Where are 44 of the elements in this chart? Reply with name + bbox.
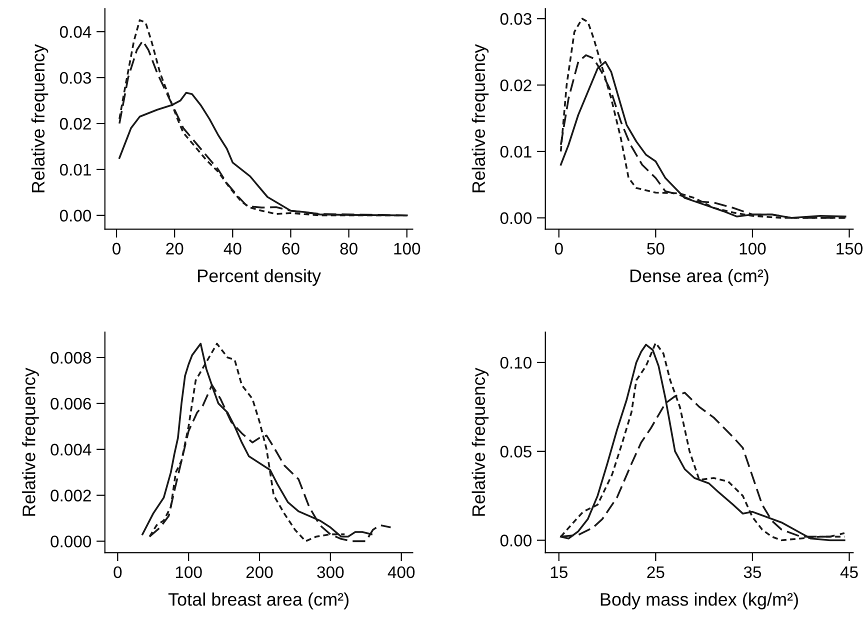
x-tick-label: 20 bbox=[166, 242, 184, 255]
y-axis-title: Relative frequency bbox=[22, 368, 39, 516]
x-tick-label: 80 bbox=[340, 242, 358, 255]
y-tick-label: 0.00 bbox=[60, 210, 92, 222]
y-tick-label: 0.000 bbox=[50, 536, 92, 548]
x-axis-title: Total breast area (cm²) bbox=[168, 592, 348, 610]
x-tick-label: 400 bbox=[388, 566, 415, 578]
y-tick-label: 0.02 bbox=[60, 118, 91, 130]
y-tick-label: 0.004 bbox=[50, 444, 92, 456]
x-tick-label: 0 bbox=[112, 242, 121, 255]
x-tick-label: 100 bbox=[176, 566, 202, 578]
x-tick-label: 25 bbox=[647, 566, 664, 578]
y-tick-label: 0.05 bbox=[500, 446, 532, 458]
x-tick-label: 100 bbox=[740, 242, 766, 255]
y-tick-label: 0.00 bbox=[500, 212, 532, 224]
y-axis-title: Relative frequency bbox=[472, 368, 489, 516]
y-tick-label: 0.04 bbox=[60, 26, 92, 38]
x-tick-label: 150 bbox=[836, 242, 863, 255]
x-tick-label: 45 bbox=[840, 566, 858, 578]
y-tick-label: 0.006 bbox=[50, 398, 91, 410]
x-tick-label: 200 bbox=[246, 566, 273, 578]
y-tick-label: 0.008 bbox=[50, 352, 91, 364]
x-tick-label: 35 bbox=[744, 566, 762, 578]
y-tick-label: 0.03 bbox=[500, 13, 532, 25]
y-axis-title: Relative frequency bbox=[472, 44, 489, 192]
x-axis-title: Body mass index (kg/m²) bbox=[600, 592, 798, 610]
x-tick-label: 50 bbox=[647, 242, 664, 255]
y-tick-label: 0.10 bbox=[500, 356, 532, 369]
y-tick-label: 0.02 bbox=[500, 79, 532, 92]
y-tick-label: 0.03 bbox=[60, 72, 91, 84]
x-tick-label: 60 bbox=[282, 242, 300, 255]
x-tick-label: 15 bbox=[550, 566, 568, 578]
y-tick-label: 0.00 bbox=[500, 534, 532, 546]
x-tick-label: 40 bbox=[224, 242, 242, 255]
x-axis-title: Dense area (cm²) bbox=[630, 268, 768, 286]
x-axis-title: Percent density bbox=[198, 268, 321, 286]
x-tick-label: 100 bbox=[394, 242, 420, 255]
y-tick-label: 0.002 bbox=[50, 490, 91, 502]
y-axis-title: Relative frequency bbox=[31, 44, 48, 192]
x-tick-label: 300 bbox=[317, 566, 344, 578]
y-tick-label: 0.01 bbox=[500, 146, 532, 158]
x-tick-label: 0 bbox=[554, 242, 563, 255]
x-tick-label: 0 bbox=[114, 566, 122, 578]
y-tick-label: 0.01 bbox=[60, 164, 91, 176]
